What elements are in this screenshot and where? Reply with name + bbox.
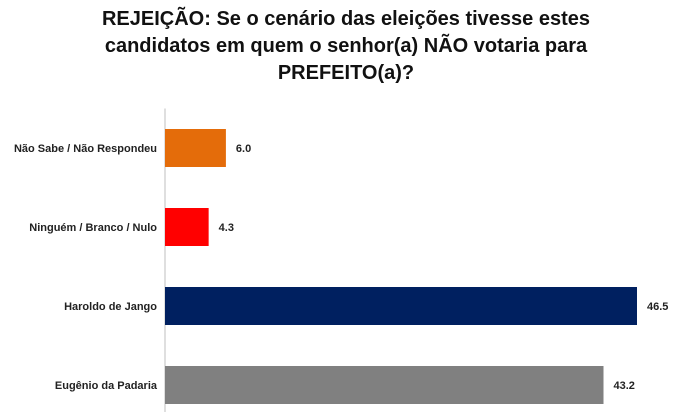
bar-4 <box>165 366 604 404</box>
category-label: Não Sabe / Não Respondeu <box>14 143 157 155</box>
category-label: Ninguém / Branco / Nulo <box>29 222 157 234</box>
data-label: 6.0 <box>236 143 251 155</box>
category-label: Eugênio da Padaria <box>55 380 158 392</box>
chart-title: REJEIÇÃO: Se o cenário das eleições tive… <box>101 8 591 84</box>
bar-1 <box>165 129 226 167</box>
bar-3 <box>165 287 637 325</box>
data-label: 46.5 <box>647 301 668 313</box>
data-label: 43.2 <box>614 380 635 392</box>
bar-2 <box>165 208 209 246</box>
category-label: Haroldo de Jango <box>64 301 157 313</box>
data-label: 4.3 <box>219 222 234 234</box>
